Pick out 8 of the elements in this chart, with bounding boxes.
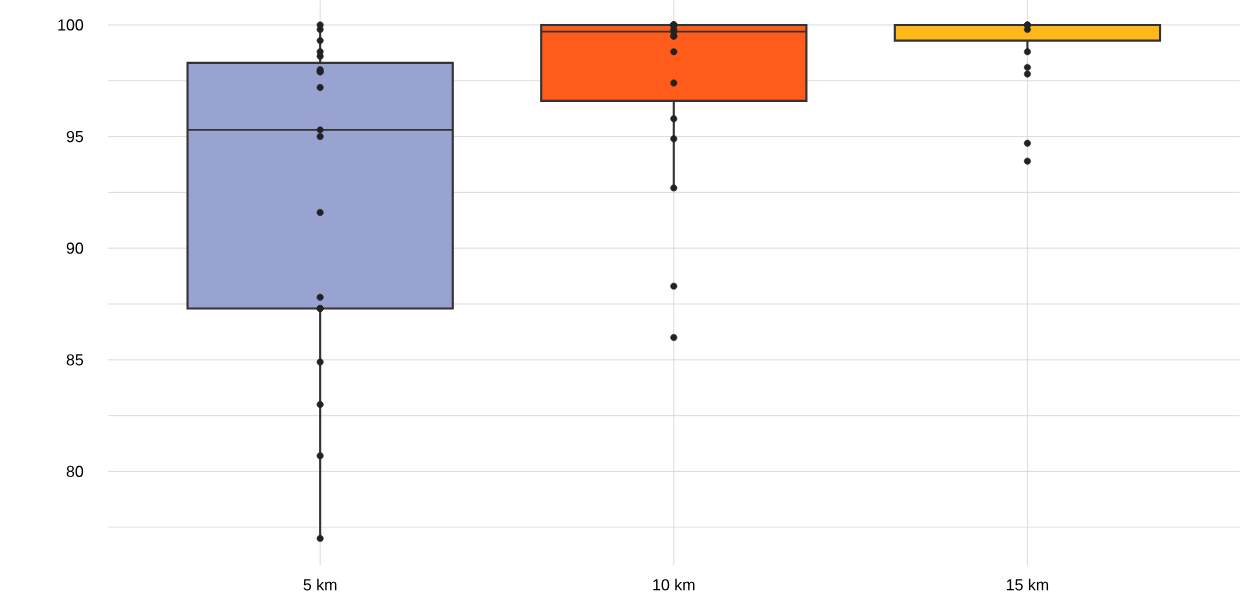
y-tick-label: 90	[66, 242, 84, 254]
y-tick-label: 100	[58, 19, 84, 31]
x-tick-label: 15 km	[1006, 578, 1049, 591]
x-tick-label: 10 km	[653, 578, 695, 591]
y-tick-label: 95	[66, 130, 84, 143]
y-tick-label: 80	[66, 465, 84, 477]
y-tick-label: 85	[66, 354, 84, 366]
x-tick-label: 5 km	[303, 578, 337, 591]
